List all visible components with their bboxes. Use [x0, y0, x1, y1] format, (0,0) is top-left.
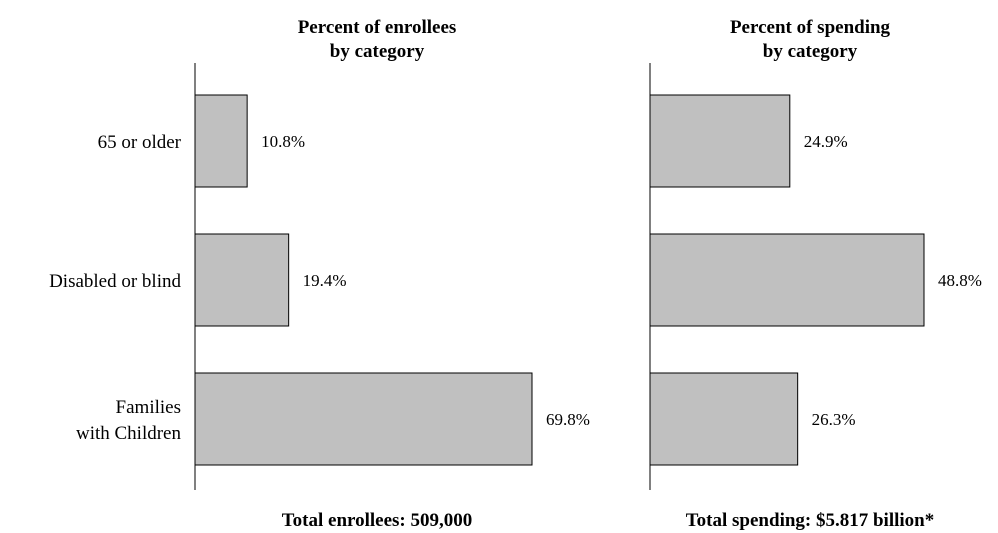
panel1-title-line-2: by category	[330, 41, 425, 62]
panel1-bar-label-2: 19.4%	[303, 271, 347, 290]
panel1-bar-label-1: 10.8%	[261, 132, 305, 151]
panel2-title-line-1: Percent of spending	[730, 17, 891, 38]
panel2-bar-3	[649, 372, 799, 466]
panel2-bar-label-1: 24.9%	[804, 132, 848, 151]
panel1-bar-2	[194, 233, 290, 327]
panel1-title-line-1: Percent of enrollees	[298, 17, 457, 38]
category-label-1-line-1: 65 or older	[98, 132, 182, 153]
panel2-total-label: Total spending: $5.817 billion*	[686, 510, 934, 531]
category-label-2-line-1: Disabled or blind	[49, 271, 181, 292]
category-label-3-line-1: Families	[116, 397, 181, 418]
panel2-bar-label-3: 26.3%	[812, 410, 856, 429]
panel1-bar-1	[194, 94, 248, 188]
category-label-3-line-2: with Children	[76, 423, 182, 444]
panel1-bar-label-3: 69.8%	[546, 410, 590, 429]
panel2-title-line-2: by category	[763, 41, 858, 62]
panel2-bar-label-2: 48.8%	[938, 271, 982, 290]
panel2-bar-2	[649, 233, 925, 327]
panel1-total-label: Total enrollees: 509,000	[282, 510, 473, 531]
panel2-bar-1	[649, 94, 791, 188]
panel1-bar-3	[194, 372, 533, 466]
